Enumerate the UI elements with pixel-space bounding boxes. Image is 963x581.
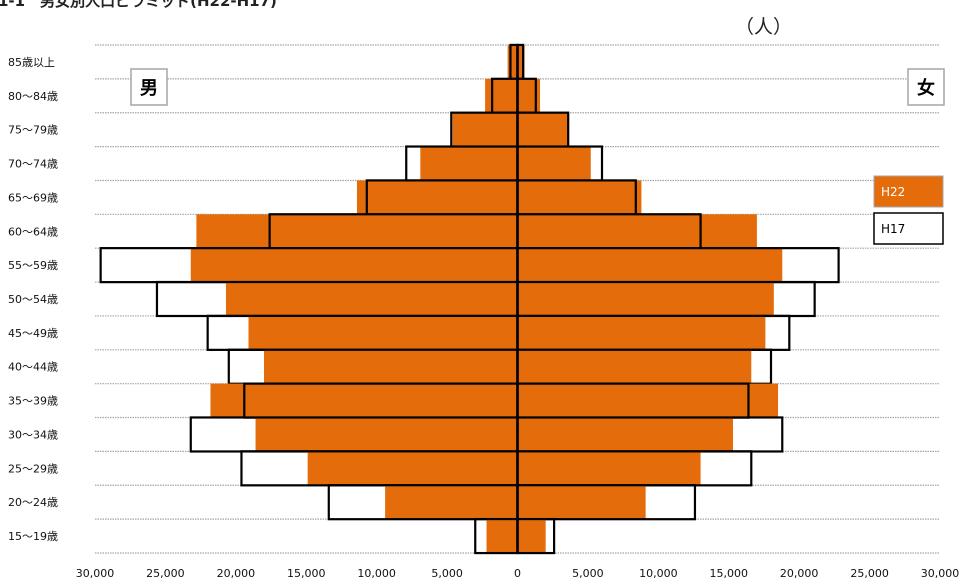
- bar-h22-female: [517, 282, 774, 316]
- male-label: 男: [140, 78, 158, 99]
- x-tick-label: 10,000: [357, 567, 396, 580]
- x-tick-label: 20,000: [780, 567, 819, 580]
- bar-h22-female: [517, 451, 701, 486]
- bar-h22-male: [485, 78, 518, 113]
- bar-h22-female: [517, 44, 525, 79]
- unit-label: （人）: [735, 16, 793, 38]
- bar-h22-male: [264, 349, 518, 384]
- bar-h22-female: [517, 146, 591, 181]
- category-label: 45〜49歳: [8, 327, 58, 340]
- x-tick-label: 10,000: [639, 567, 678, 580]
- legend-h17-label: H17: [881, 222, 905, 236]
- category-label: 15〜19歳: [8, 530, 58, 543]
- category-label: 65〜69歳: [8, 191, 58, 204]
- bar-h22-female: [517, 349, 752, 384]
- x-tick-label: 20,000: [217, 567, 256, 580]
- category-label: 20〜24歳: [8, 496, 58, 509]
- category-label: 75〜79歳: [8, 124, 58, 137]
- female-label: 女: [917, 77, 935, 99]
- bar-h22-female: [517, 485, 646, 520]
- bar-h22-female: [517, 383, 779, 418]
- category-label: 80〜84歳: [8, 90, 58, 103]
- x-tick-label: 25,000: [146, 567, 185, 580]
- bar-h22-male: [225, 282, 518, 316]
- category-label: 60〜64歳: [8, 225, 58, 238]
- bar-h22-female: [517, 519, 546, 554]
- bar-h22-male: [248, 315, 518, 350]
- x-tick-label: 15,000: [710, 567, 749, 580]
- bar-h22-male: [420, 146, 518, 181]
- male-box: [130, 68, 168, 106]
- bar-h22-female: [517, 214, 757, 249]
- female-box: [907, 68, 945, 106]
- x-tick-label: 0: [514, 567, 521, 580]
- bar-h22-male: [507, 44, 518, 79]
- category-label: 55〜59歳: [8, 259, 58, 272]
- bar-h22-male: [356, 180, 518, 215]
- legend-h22-swatch: [873, 175, 944, 208]
- bar-h22-male: [452, 112, 518, 147]
- x-tick-label: 5,000: [431, 567, 463, 580]
- legend-h22-label: H22: [881, 185, 905, 199]
- legend-h17-swatch: [873, 212, 944, 245]
- x-tick-label: 25,000: [850, 567, 889, 580]
- category-label: 70〜74歳: [8, 158, 58, 171]
- bar-h22-male: [255, 417, 518, 452]
- x-tick-label: 15,000: [287, 567, 326, 580]
- category-label: 85歳以上: [8, 56, 55, 69]
- bar-h22-female: [517, 180, 642, 215]
- bar-h22-male: [210, 383, 518, 418]
- category-label: 25〜29歳: [8, 462, 58, 475]
- bar-h22-male: [385, 485, 518, 520]
- category-label: 50〜54歳: [8, 293, 58, 306]
- bar-h22-female: [517, 112, 569, 147]
- bar-h22-male: [307, 451, 518, 486]
- bar-h22-female: [517, 78, 541, 113]
- category-label: 35〜39歳: [8, 395, 58, 408]
- x-tick-label: 30,000: [921, 567, 960, 580]
- category-label: 30〜34歳: [8, 428, 58, 441]
- x-tick-label: 5,000: [572, 567, 604, 580]
- page-title: 1-1 男女別人口ピラミッド(H22-H17): [0, 0, 277, 10]
- bar-h22-male: [196, 214, 518, 249]
- bar-h22-female: [517, 248, 783, 283]
- bar-h22-female: [517, 417, 733, 452]
- x-tick-label: 30,000: [76, 567, 115, 580]
- bar-h22-male: [486, 519, 518, 554]
- category-label: 40〜44歳: [8, 361, 58, 374]
- bar-h22-female: [517, 315, 766, 350]
- bar-h22-male: [190, 248, 518, 283]
